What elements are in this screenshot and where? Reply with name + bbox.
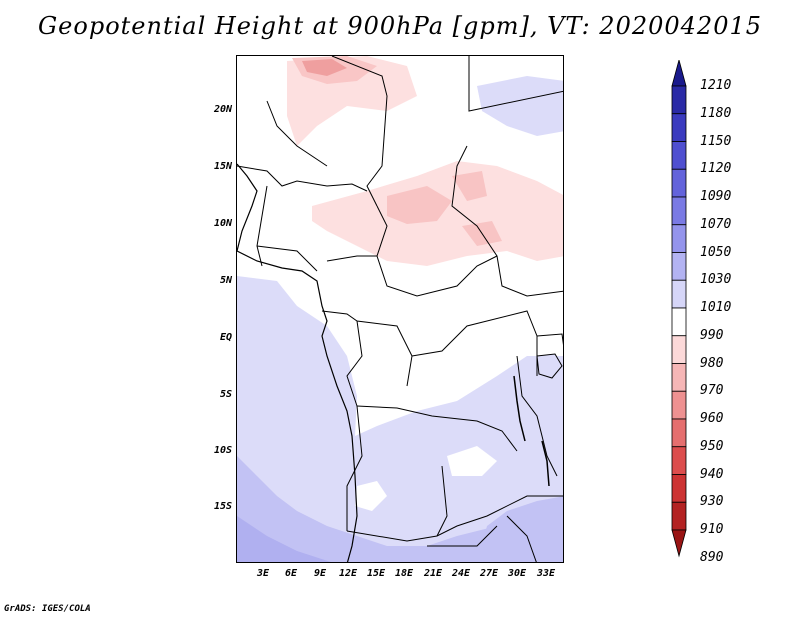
field-white-patch-1	[355, 481, 387, 511]
lon-label: 21E	[423, 568, 443, 579]
colorbar-bottom-arrow	[671, 529, 687, 558]
colorbar-label: 1090	[700, 189, 732, 204]
colorbar-swatch	[671, 224, 687, 253]
colorbar-label: 890	[700, 549, 724, 565]
lon-label: 30E	[507, 568, 527, 579]
country-borders	[237, 56, 563, 562]
credit-text: GrADS: IGES/COLA	[4, 604, 91, 614]
colorbar-swatch	[671, 363, 687, 392]
colorbar-swatch	[671, 335, 687, 364]
lon-label: 27E	[479, 568, 499, 579]
coastline	[237, 163, 358, 562]
colorbar-label: 970	[700, 383, 724, 399]
lat-label: EQ	[219, 332, 232, 343]
map-canvas	[237, 56, 563, 562]
colorbar-label: 1180	[700, 105, 732, 121]
colorbar-label: 1120	[700, 161, 732, 177]
colorbar-label: 1010	[700, 300, 732, 315]
lon-label: 12E	[338, 568, 358, 579]
colorbar-top-arrow	[671, 60, 687, 87]
colorbar-swatch	[671, 474, 687, 503]
lat-label: 15S	[213, 501, 232, 512]
colorbar-label: 1210	[700, 78, 732, 93]
lat-label: 10N	[213, 218, 232, 229]
lat-label: 20N	[213, 104, 232, 115]
colorbar-swatch	[671, 279, 687, 309]
colorbar-label: 950	[700, 438, 724, 454]
colorbar-swatch	[671, 252, 687, 281]
lake-victoria	[536, 353, 563, 379]
colorbar-label: 910	[700, 522, 724, 537]
colorbar	[671, 60, 687, 558]
lat-label: 10S	[213, 445, 232, 456]
field-white-patch-2	[447, 446, 497, 476]
colorbar-swatch	[671, 418, 687, 448]
field-1030-sw	[237, 456, 563, 562]
lake-tanganyika	[513, 375, 526, 442]
field-1010-south	[237, 276, 563, 562]
lon-label: 3E	[256, 568, 270, 579]
colorbar-swatch	[671, 141, 687, 170]
colorbar-label: 940	[700, 466, 724, 482]
colorbar-label: 1030	[700, 272, 732, 288]
lon-label: 33E	[536, 568, 556, 579]
colorbar-swatch	[671, 390, 687, 420]
colorbar-label: 980	[700, 355, 724, 371]
field-970-sahel	[387, 186, 452, 224]
lon-label: 24E	[451, 568, 471, 579]
map-title: Geopotential Height at 900hPa [gpm], VT:…	[38, 12, 762, 40]
lon-label: 18E	[394, 568, 414, 579]
colorbar-swatch	[671, 168, 687, 198]
colorbar-label: 1050	[700, 244, 732, 260]
lat-label: 5S	[219, 389, 232, 400]
lon-label: 6E	[284, 568, 298, 579]
field-1010-ne	[477, 76, 563, 136]
field-960-core	[302, 59, 347, 76]
field-1010-sw-coast	[237, 281, 337, 464]
lat-label: 15N	[213, 161, 232, 172]
colorbar-swatch	[671, 501, 687, 531]
colorbar-label: 1150	[700, 133, 732, 149]
field-970-east	[452, 171, 487, 201]
field-1050-corner	[237, 516, 331, 562]
colorbar-label: 960	[700, 411, 724, 426]
colorbar-label: 930	[700, 494, 724, 510]
colorbar-swatch	[671, 113, 687, 142]
colorbar-swatch	[671, 307, 687, 337]
lake-malawi	[541, 440, 550, 487]
lat-label: 5N	[219, 275, 232, 286]
colorbar-label: 990	[700, 327, 724, 343]
map-panel	[236, 55, 564, 563]
colorbar-swatch	[671, 196, 687, 226]
lon-label: 15E	[366, 568, 386, 579]
colorbar-label: 1070	[700, 216, 732, 232]
colorbar-swatch	[671, 446, 687, 475]
lon-label: 9E	[313, 568, 327, 579]
colorbar-swatch	[671, 85, 687, 115]
